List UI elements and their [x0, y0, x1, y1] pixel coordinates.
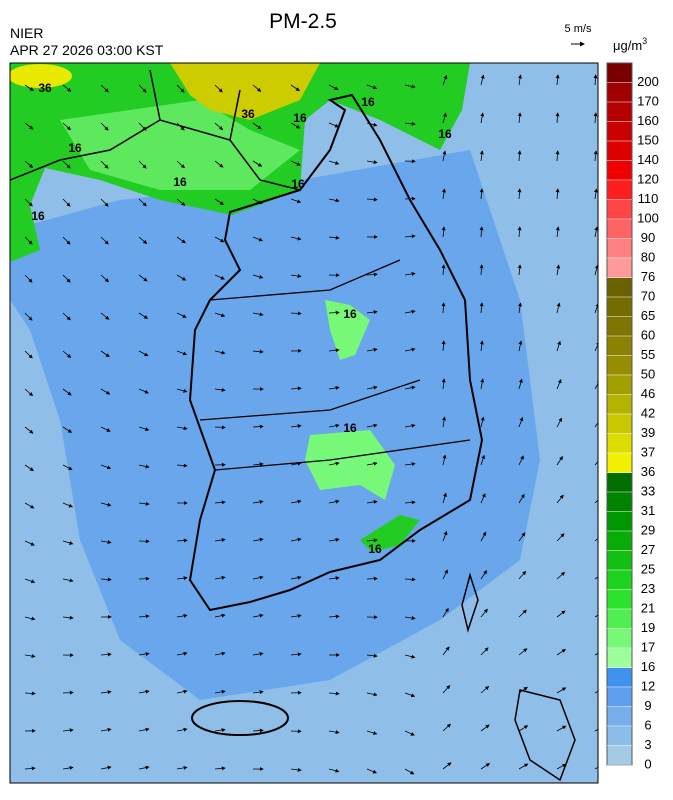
colorbar-segment: [607, 531, 632, 551]
contour-label: 16: [343, 307, 357, 321]
contour-label: 36: [241, 107, 255, 121]
colorbar-tick-label: 17: [641, 639, 655, 654]
colorbar-tick-label: 50: [641, 366, 655, 381]
colorbar-segment: [607, 590, 632, 610]
colorbar-tick-label: 100: [637, 210, 659, 225]
contour-label: 16: [68, 141, 82, 155]
agency: NIER: [10, 25, 43, 41]
colorbar-segment: [607, 375, 632, 395]
contour-label: 16: [438, 127, 452, 141]
colorbar-segment: [607, 395, 632, 415]
colorbar-segment: [607, 200, 632, 220]
colorbar-tick-label: 27: [641, 542, 655, 557]
colorbar-segment: [607, 83, 632, 103]
colorbar-tick-label: 120: [637, 171, 659, 186]
contour-label: 16: [31, 209, 45, 223]
colorbar-tick-label: 160: [637, 113, 659, 128]
colorbar-segment: [607, 453, 632, 473]
colorbar-tick-label: 170: [637, 93, 659, 108]
colorbar-segment: [607, 161, 632, 181]
colorbar-tick-label: 31: [641, 503, 655, 518]
colorbar-tick-label: 21: [641, 600, 655, 615]
timestamp: APR 27 2026 03:00 KST: [10, 42, 164, 58]
colorbar-segment: [607, 356, 632, 376]
colorbar-tick-label: 70: [641, 288, 655, 303]
colorbar-tick-label: 33: [641, 483, 655, 498]
colorbar-segment: [607, 278, 632, 298]
colorbar-tick-label: 25: [641, 561, 655, 576]
colorbar-segment: [607, 746, 632, 766]
colorbar-segment: [607, 707, 632, 727]
colorbar-tick-label: 200: [637, 74, 659, 89]
colorbar-tick-label: 19: [641, 620, 655, 635]
colorbar-tick-label: 150: [637, 132, 659, 147]
colorbar-segment: [607, 512, 632, 532]
colorbar-segment: [607, 63, 632, 83]
colorbar-tick-label: 140: [637, 152, 659, 167]
colorbar-tick-label: 9: [644, 698, 651, 713]
colorbar-segment: [607, 668, 632, 688]
contour-label: 16: [293, 111, 307, 125]
map: 36 36 16 16 16 16 16 16 16 16 16 16: [8, 63, 604, 783]
colorbar-segment: [607, 219, 632, 239]
colorbar-tick-label: 110: [638, 191, 659, 206]
colorbar: 0369121617192123252729313336373942465055…: [607, 63, 659, 771]
colorbar-segment: [607, 414, 632, 434]
colorbar-segment: [607, 180, 632, 200]
colorbar-tick-label: 76: [641, 269, 655, 284]
contour-label: 16: [291, 177, 305, 191]
colorbar-segment: [607, 122, 632, 142]
colorbar-segment: [607, 648, 632, 668]
colorbar-segment: [607, 239, 632, 259]
colorbar-segment: [607, 726, 632, 746]
colorbar-segment: [607, 687, 632, 707]
title: PM-2.5: [269, 10, 337, 33]
colorbar-tick-label: 55: [641, 347, 655, 362]
contour-label: 16: [368, 542, 382, 556]
contour-label: 16: [361, 95, 375, 109]
contour-label: 36: [38, 81, 52, 95]
colorbar-tick-label: 29: [641, 522, 655, 537]
colorbar-segment: [607, 336, 632, 356]
colorbar-segment: [607, 551, 632, 571]
colorbar-segment: [607, 473, 632, 493]
colorbar-tick-label: 23: [641, 581, 655, 596]
colorbar-tick-label: 36: [641, 464, 655, 479]
contour-label: 16: [173, 175, 187, 189]
colorbar-tick-label: 3: [644, 737, 651, 752]
colorbar-tick-label: 90: [641, 230, 655, 245]
colorbar-tick-label: 65: [641, 308, 655, 323]
colorbar-tick-label: 39: [641, 425, 655, 440]
colorbar-tick-label: 46: [641, 386, 655, 401]
colorbar-segment: [607, 297, 632, 317]
colorbar-segment: [607, 434, 632, 454]
colorbar-tick-label: 60: [641, 327, 655, 342]
colorbar-tick-label: 16: [641, 659, 655, 674]
colorbar-tick-label: 6: [644, 717, 651, 732]
wind-scale-label: 5 m/s: [565, 23, 592, 35]
colorbar-segment: [607, 258, 632, 278]
colorbar-tick-label: 42: [641, 405, 655, 420]
colorbar-segment: [607, 609, 632, 629]
unit: μg/m3: [613, 36, 647, 53]
colorbar-segment: [607, 102, 632, 122]
colorbar-tick-label: 37: [641, 444, 655, 459]
colorbar-tick-label: 0: [644, 756, 651, 771]
colorbar-tick-label: 80: [641, 249, 655, 264]
contour-label: 16: [343, 421, 357, 435]
colorbar-segment: [607, 629, 632, 649]
colorbar-segment: [607, 492, 632, 512]
colorbar-segment: [607, 570, 632, 590]
colorbar-tick-label: 12: [641, 678, 655, 693]
colorbar-segment: [607, 317, 632, 337]
colorbar-segment: [607, 141, 632, 161]
